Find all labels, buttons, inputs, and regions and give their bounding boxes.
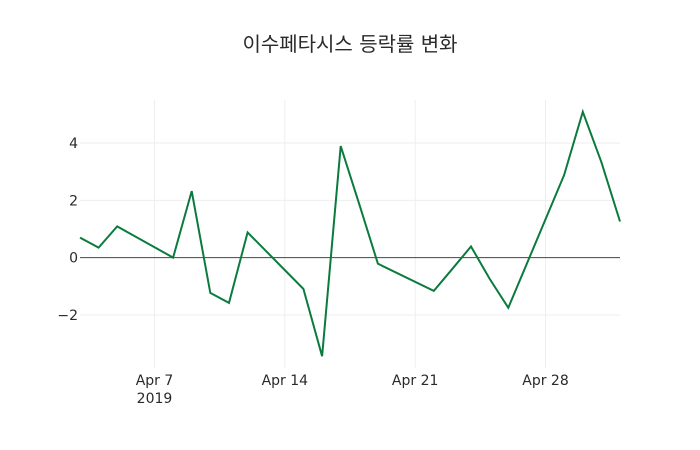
x-tick-label: Apr 21 xyxy=(392,373,438,389)
gridlines xyxy=(80,100,620,368)
x-axis-ticks: Apr 7 2019 Apr 14 Apr 21 Apr 28 xyxy=(136,373,569,407)
series-line xyxy=(79,108,621,357)
chart-title: 이수페타시스 등락률 변화 xyxy=(242,32,458,56)
x-tick-label: Apr 7 xyxy=(136,373,174,389)
x-tick-label: Apr 14 xyxy=(262,373,309,389)
y-tick-label: 0 xyxy=(69,251,78,267)
y-tick-label: −2 xyxy=(57,308,78,324)
y-tick-label: 4 xyxy=(69,136,78,152)
y-axis-ticks: −2 0 2 4 xyxy=(57,136,78,324)
y-tick-label: 2 xyxy=(69,193,78,209)
x-tick-year-label: 2019 xyxy=(137,391,173,407)
x-tick-label: Apr 28 xyxy=(522,373,568,389)
